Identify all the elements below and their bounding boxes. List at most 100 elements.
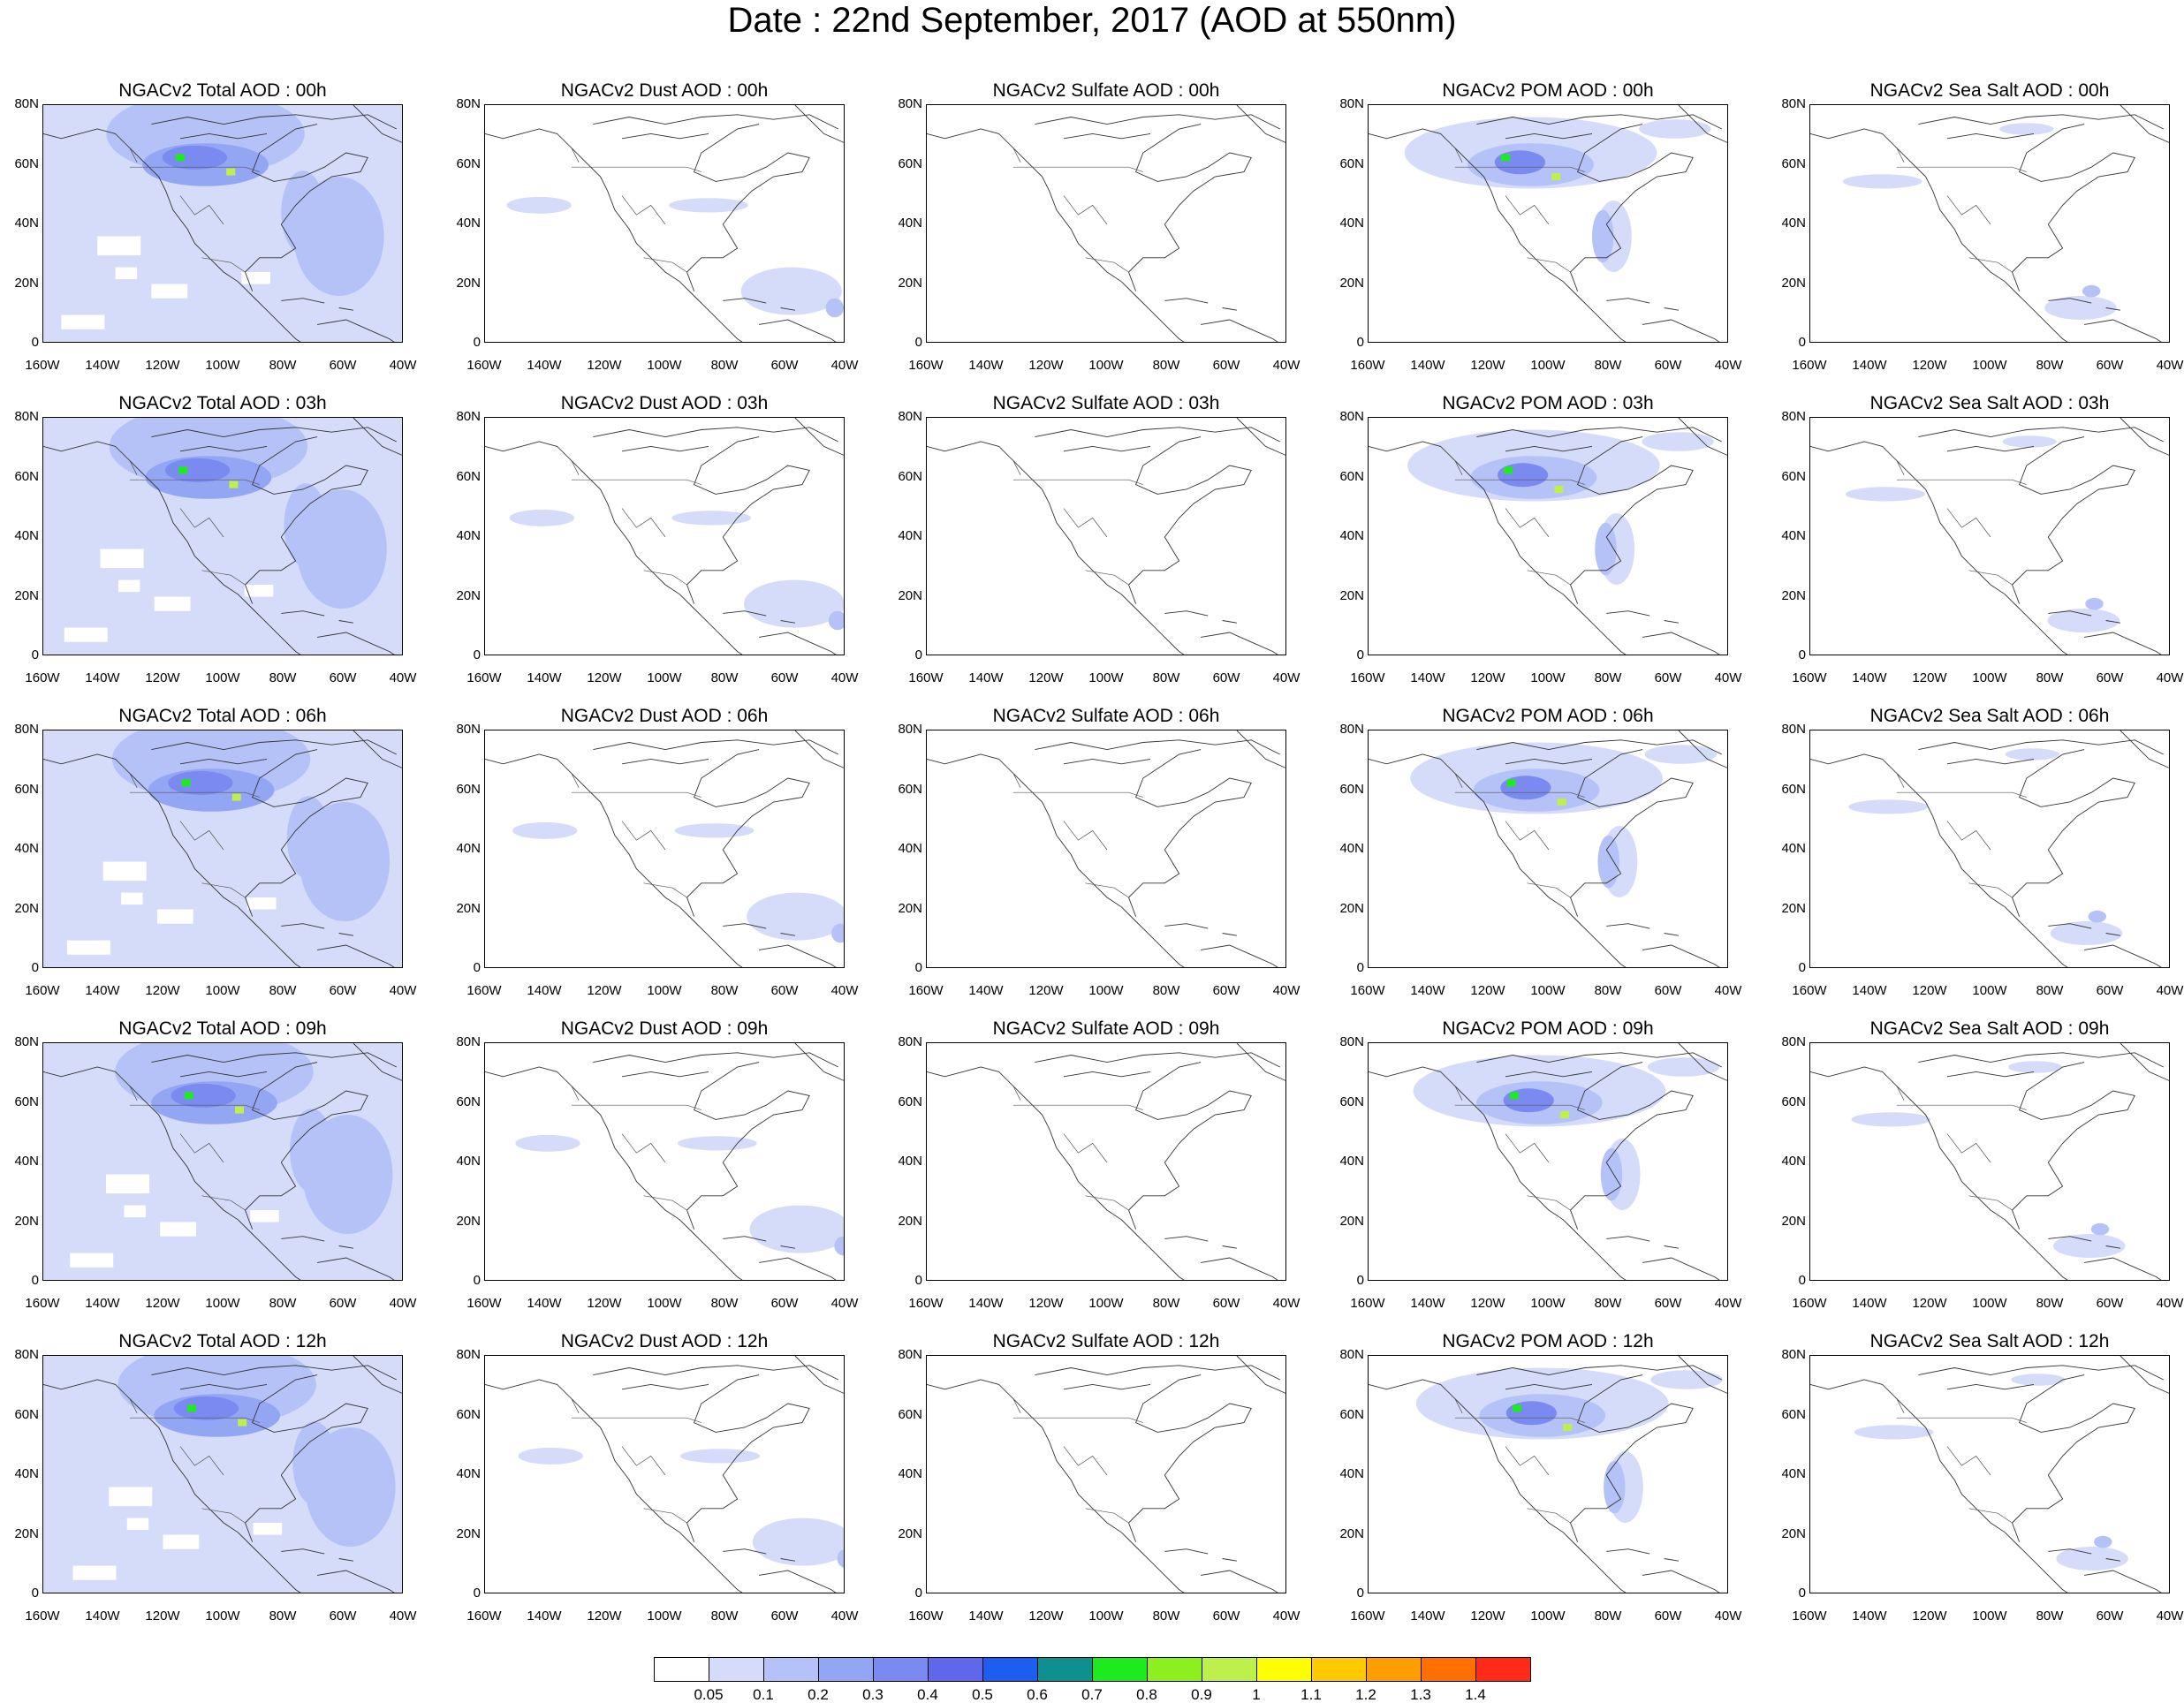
- coastline: [281, 923, 325, 929]
- lon-tick-label: 120W: [1912, 670, 1947, 685]
- aod-hotspot: [235, 1106, 244, 1114]
- country-border: [1968, 570, 2013, 586]
- country-border: [571, 791, 701, 798]
- lon-tick-label: 80W: [269, 358, 297, 373]
- lat-tick-label: 60N: [1339, 1406, 1364, 1422]
- lon-tick-label: 40W: [389, 1608, 417, 1624]
- coastline: [317, 1570, 395, 1593]
- country-border: [201, 1508, 246, 1524]
- lon-tick-label: 140W: [527, 1296, 562, 1311]
- aod-contour: [284, 483, 328, 567]
- aod-contour: [1642, 432, 1714, 451]
- coastline: [2105, 620, 2120, 624]
- lon-tick-label: 160W: [466, 1608, 502, 1624]
- country-border: [557, 1384, 580, 1413]
- country-border: [1440, 1384, 1463, 1413]
- country-border: [571, 166, 701, 172]
- lat-tick-label: 80N: [1339, 96, 1364, 111]
- lat-tick-label: 0: [914, 1586, 922, 1601]
- panel-title: NGACv2 Dust AOD : 03h: [560, 393, 769, 413]
- coastline: [1606, 1236, 1650, 1242]
- lon-tick-label: 60W: [1654, 358, 1682, 373]
- country-border: [1527, 1508, 1571, 1524]
- aod-hotspot: [1501, 154, 1510, 162]
- map-area: [1368, 730, 1728, 968]
- aod-contour: [2002, 435, 2057, 448]
- coastline: [179, 132, 268, 140]
- lon-tick-label: 160W: [1792, 1608, 1827, 1624]
- aod-contour: [831, 923, 844, 943]
- coastline: [1505, 758, 1593, 765]
- coastline: [2011, 436, 2135, 604]
- map-area: [484, 1355, 845, 1593]
- colorbar-swatch: [1366, 1657, 1422, 1682]
- lon-tick-label: 120W: [145, 670, 180, 685]
- panel-title: NGACv2 Sulfate AOD : 12h: [992, 1331, 1220, 1351]
- lat-tick-label: 80N: [1781, 1347, 1806, 1362]
- country-border: [621, 1133, 666, 1163]
- country-border: [129, 791, 260, 798]
- map-panel: NGACv2 Total AOD : 12h: [42, 1328, 403, 1593]
- country-border: [1968, 1195, 2013, 1211]
- coastline: [1642, 1257, 1720, 1280]
- map-panel: NGACv2 Dust AOD : 06h: [484, 703, 845, 968]
- lon-tick-label: 60W: [329, 670, 357, 685]
- coastline: [593, 1052, 839, 1068]
- lat-tick-label: 0: [31, 335, 39, 350]
- colorbar-label: 0.05: [694, 1686, 724, 1703]
- country-border: [1946, 1446, 1991, 1476]
- coastline: [179, 1383, 268, 1390]
- coastline: [353, 105, 402, 143]
- lat-tick-label: 40N: [898, 841, 922, 856]
- aod-hotspot: [181, 779, 191, 787]
- map-area: [1809, 104, 2170, 343]
- country-border: [1012, 1104, 1143, 1110]
- lon-tick-label: 60W: [1654, 983, 1682, 998]
- lat-tick-label: 20N: [898, 275, 922, 291]
- country-border: [1085, 570, 1129, 586]
- aod-contour: [515, 1134, 580, 1152]
- coastline: [927, 1379, 1185, 1593]
- aod-contour: [749, 1205, 844, 1253]
- coastline: [1810, 441, 2068, 655]
- lon-tick-label: 100W: [1972, 1608, 2007, 1624]
- aod-field: [1369, 1356, 1727, 1593]
- lat-tick-label: 20N: [898, 587, 922, 603]
- lat-tick-label: 0: [473, 1273, 481, 1288]
- colorbar: [654, 1657, 1531, 1682]
- lat-tick-label: 40N: [1781, 528, 1806, 543]
- lon-tick-label: 80W: [1594, 670, 1622, 685]
- coastline: [1569, 1374, 1694, 1542]
- lon-tick-label: 80W: [710, 670, 739, 685]
- country-border: [643, 257, 687, 273]
- country-border: [1012, 791, 1143, 798]
- lon-tick-label: 160W: [908, 1608, 944, 1624]
- coastline: [686, 124, 810, 291]
- aod-contour: [680, 1449, 760, 1464]
- coastline: [1918, 114, 2165, 130]
- colorbar-swatch: [1202, 1657, 1257, 1682]
- aod-contour: [1600, 1147, 1623, 1201]
- lon-tick-label: 80W: [1594, 983, 1622, 998]
- coastline: [723, 1236, 767, 1242]
- lon-tick-label: 80W: [269, 983, 297, 998]
- lon-tick-label: 80W: [1594, 358, 1622, 373]
- lon-tick-label: 40W: [1714, 358, 1742, 373]
- country-border: [115, 1384, 138, 1413]
- coastline: [353, 1043, 402, 1081]
- coastline: [794, 418, 844, 456]
- lat-tick-label: 80N: [456, 1347, 481, 1362]
- lon-tick-label: 60W: [1654, 1296, 1682, 1311]
- aod-contour: [1647, 1057, 1720, 1077]
- lon-tick-label: 120W: [587, 1608, 622, 1624]
- lon-tick-label: 60W: [2096, 358, 2124, 373]
- low-aod-patch: [64, 627, 108, 642]
- coastline: [1369, 1066, 1627, 1280]
- country-border: [571, 479, 701, 485]
- panel-title: NGACv2 POM AOD : 09h: [1442, 1018, 1654, 1039]
- lat-tick-label: 60N: [898, 155, 922, 171]
- lat-tick-label: 80N: [14, 722, 39, 737]
- aod-contour: [828, 610, 844, 631]
- aod-field: [927, 1043, 1285, 1280]
- coastline: [2048, 610, 2092, 617]
